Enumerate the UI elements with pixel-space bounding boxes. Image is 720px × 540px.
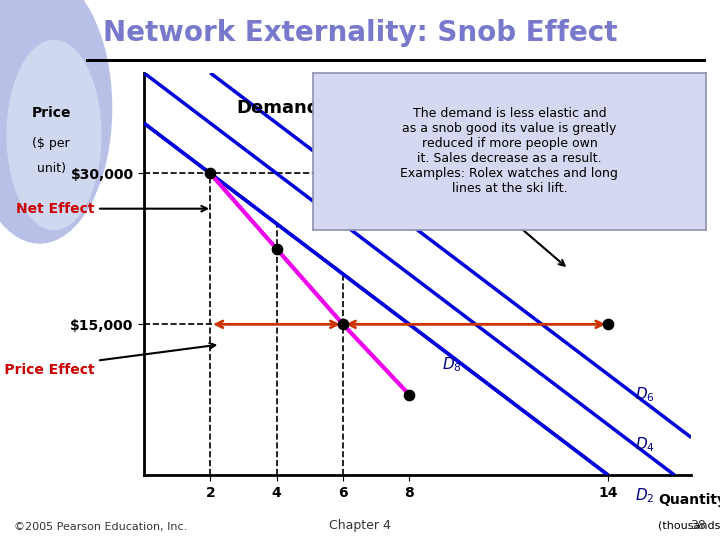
Text: $D_4$: $D_4$ [635, 436, 654, 454]
Point [603, 320, 614, 329]
Text: Demand: Demand [237, 99, 320, 117]
Text: (thousands: (thousands [658, 521, 720, 530]
Text: $D_6$: $D_6$ [635, 386, 654, 404]
Point [271, 245, 282, 253]
Text: Network Externality: Snob Effect: Network Externality: Snob Effect [103, 19, 617, 47]
Text: ($ per: ($ per [32, 137, 70, 150]
Text: Quantity: Quantity [658, 494, 720, 508]
Point [337, 320, 348, 329]
Text: Snob Effect: Snob Effect [459, 207, 564, 266]
Text: $D_2$: $D_2$ [635, 486, 654, 505]
Text: Chapter 4: Chapter 4 [329, 519, 391, 532]
Text: 38: 38 [690, 519, 706, 532]
Point [403, 390, 415, 399]
Text: Pure Price Effect: Pure Price Effect [0, 343, 215, 376]
Text: Price: Price [32, 106, 71, 120]
Text: The demand is less elastic and
as a snob good its value is greatly
reduced if mo: The demand is less elastic and as a snob… [400, 107, 618, 195]
Point [204, 169, 216, 178]
Text: unit): unit) [37, 162, 66, 175]
Text: $D_8$: $D_8$ [443, 355, 462, 374]
Text: ©2005 Pearson Education, Inc.: ©2005 Pearson Education, Inc. [14, 522, 188, 532]
Text: Net Effect: Net Effect [16, 201, 207, 215]
